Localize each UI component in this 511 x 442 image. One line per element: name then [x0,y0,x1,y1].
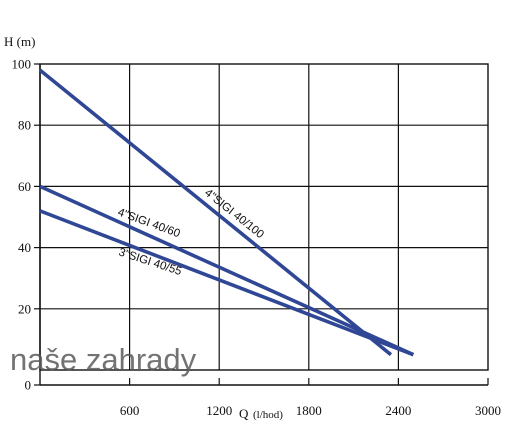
x-tick-label: 1800 [296,403,322,418]
series-line-0 [38,68,393,357]
series-lines [38,68,415,357]
x-tick-label: 3000 [475,403,501,418]
y-tick-label: 40 [18,240,31,255]
grid [39,63,489,371]
series-line-1 [39,184,415,357]
y-tick-label: 60 [18,179,31,194]
y-tick-label: 0 [25,378,32,393]
x-axis-unit: (l/hod) [253,409,283,421]
x-tick-label: 1200 [206,403,232,418]
x-tick-label: 600 [120,403,140,418]
axes [34,63,489,386]
y-tick-label: 100 [12,57,32,72]
series-line-2 [39,209,414,357]
series-label-sigi-40-100: 4"SIGI 40/100 [202,187,266,241]
x-axis-title: Q [239,406,249,421]
y-tick-labels: 0 20 40 60 80 100 [12,57,32,393]
y-tick-label: 20 [18,301,31,316]
watermark-text: naše zahrady [10,342,197,377]
x-tick-labels: 600 1200 1800 2400 3000 [120,403,501,418]
y-tick-label: 80 [18,118,31,133]
y-axis-title: H (m) [4,34,35,49]
x-tick-label: 2400 [385,403,411,418]
